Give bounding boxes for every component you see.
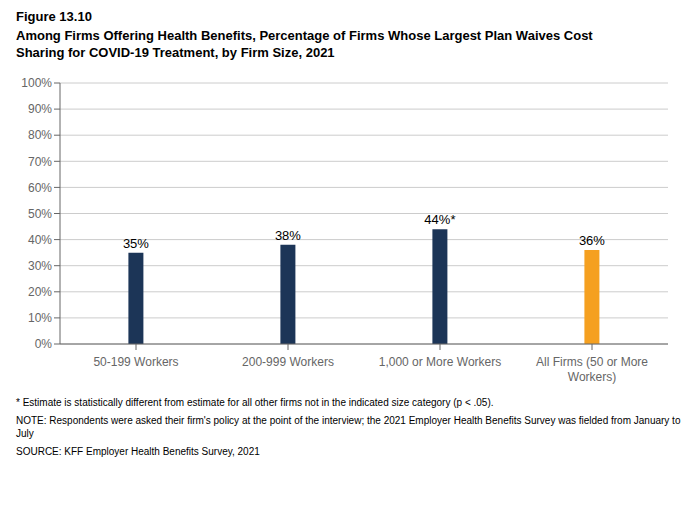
svg-text:30%: 30% bbox=[28, 259, 52, 273]
html-text:Among Firms Offering Health Be: Among Firms Offering Health Benefits, Pe… bbox=[16, 28, 593, 60]
svg-text:44%*: 44%* bbox=[424, 212, 455, 227]
svg-text:70%: 70% bbox=[28, 155, 52, 169]
svg-text:10%: 10% bbox=[28, 311, 52, 325]
svg-text:90%: 90% bbox=[28, 102, 52, 116]
svg-text:80%: 80% bbox=[28, 128, 52, 142]
svg-text:50%: 50% bbox=[28, 207, 52, 221]
svg-text:All Firms (50 or MoreWorkers): All Firms (50 or MoreWorkers) bbox=[536, 355, 648, 384]
html-text:* Estimate is statistically di: * Estimate is statistically different fr… bbox=[16, 397, 494, 408]
svg-text:20%: 20% bbox=[28, 285, 52, 299]
svg-text:100%: 100% bbox=[21, 76, 52, 90]
svg-text:50-199 Workers: 50-199 Workers bbox=[93, 355, 178, 369]
html-text:NOTE: Respondents were asked t: NOTE: Respondents were asked their firm'… bbox=[16, 415, 681, 439]
svg-text:200-999 Workers: 200-999 Workers bbox=[242, 355, 334, 369]
svg-text:40%: 40% bbox=[28, 233, 52, 247]
svg-text:36%: 36% bbox=[579, 233, 605, 248]
html-text:SOURCE: KFF Employer Health Be: SOURCE: KFF Employer Health Benefits Sur… bbox=[16, 446, 260, 457]
html-text:Figure 13.10: Figure 13.10 bbox=[16, 9, 92, 24]
svg-text:60%: 60% bbox=[28, 181, 52, 195]
svg-text:38%: 38% bbox=[275, 228, 301, 243]
svg-text:35%: 35% bbox=[123, 236, 149, 251]
svg-text:0%: 0% bbox=[35, 337, 53, 351]
svg-text:1,000 or More Workers: 1,000 or More Workers bbox=[379, 355, 502, 369]
